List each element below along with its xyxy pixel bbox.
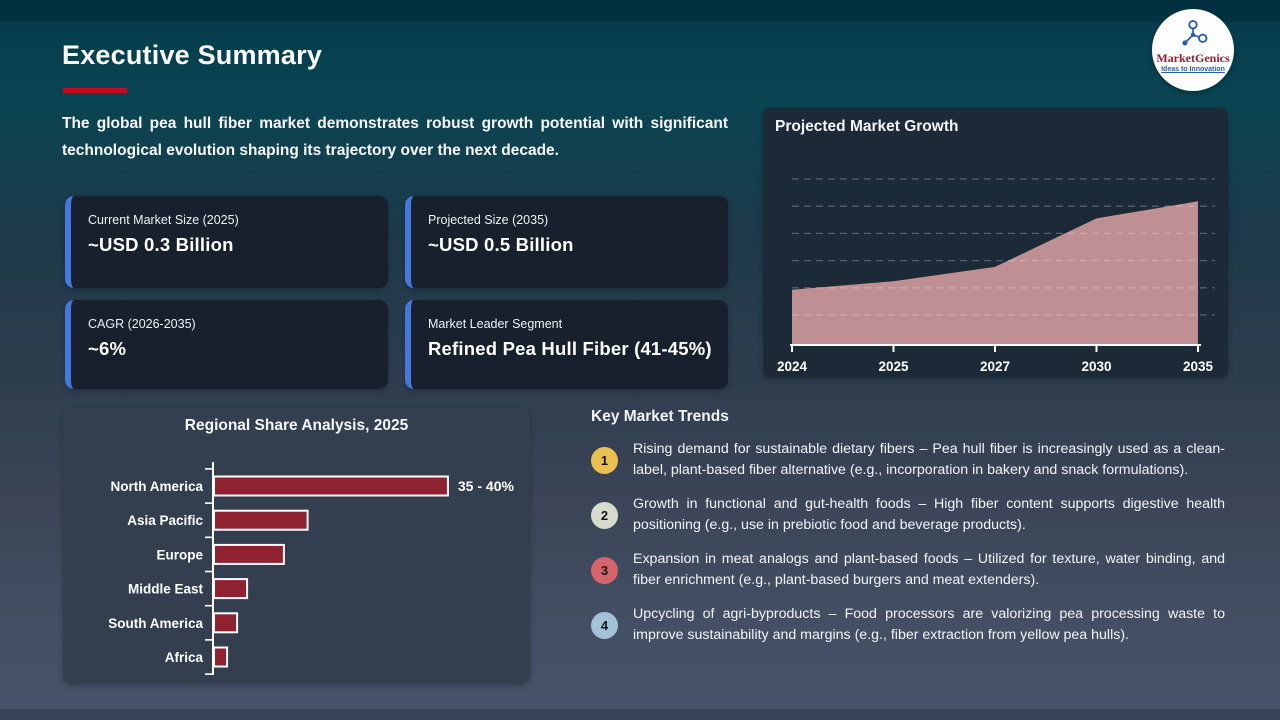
intro-text: The global pea hull fiber market demonst… (62, 115, 728, 159)
stat-cards: Current Market Size (2025) ~USD 0.3 Bill… (65, 196, 728, 389)
page-title: Executive Summary (62, 40, 323, 70)
trend-number-badge: 4 (591, 611, 618, 639)
svg-text:Africa: Africa (165, 650, 204, 665)
bar-chart: North America 35 - 40% Asia Pacific Europe M… (108, 462, 515, 675)
top-strip (0, 0, 1280, 22)
svg-text:2025: 2025 (878, 359, 909, 374)
trend-item: 3 Expansion in meat analogs and plant-bas… (591, 549, 1225, 591)
trend-number-badge: 2 (591, 501, 618, 529)
stat-card-value: ~USD 0.3 Billion (88, 234, 234, 255)
trend-text: Upcycling of agri-byproducts – Food proc… (633, 606, 1225, 643)
stat-card-label: Current Market Size (2025) (88, 213, 239, 227)
title-underline (63, 88, 127, 93)
key-trends: Key Market Trends 1 Rising demand for sus… (591, 408, 1225, 646)
stat-card-label: Market Leader Segment (428, 317, 563, 331)
stat-card-value: ~USD 0.5 Billion (428, 234, 574, 255)
key-trends-heading: Key Market Trends (591, 408, 729, 425)
stat-card-cagr: CAGR (2026-2035) ~6% (65, 300, 388, 389)
regional-chart-panel: Regional Share Analysis, 2025 North Amer… (63, 408, 530, 684)
bottom-strip (0, 709, 1280, 720)
svg-text:2027: 2027 (980, 359, 1010, 374)
regional-chart-title: Regional Share Analysis, 2025 (184, 417, 409, 434)
logo: MarketGenics Ideas to Innovation (1152, 9, 1234, 91)
molecule-network-icon (1182, 19, 1208, 46)
stat-card-leader-segment: Market Leader Segment Refined Pea Hull F… (405, 300, 728, 389)
svg-text:Europe: Europe (156, 547, 203, 562)
svg-text:Asia Pacific: Asia Pacific (127, 513, 203, 528)
trend-number-badge: 3 (591, 556, 618, 584)
svg-text:2024: 2024 (777, 359, 808, 374)
trend-list: 1 Rising demand for sustainable dietary f… (591, 439, 1225, 646)
trend-item: 2 Growth in functional and gut-health foo… (591, 494, 1225, 536)
trend-number-badge: 1 (591, 446, 618, 474)
svg-text:South America: South America (108, 616, 203, 631)
stat-card-value: ~6% (88, 338, 127, 359)
logo-tagline: Ideas to Innovation (1161, 66, 1225, 73)
trend-text: Expansion in meat analogs and plant-base… (633, 551, 1225, 588)
svg-text:2030: 2030 (1081, 359, 1111, 374)
trend-item: 1 Rising demand for sustainable dietary f… (591, 439, 1225, 481)
svg-text:Middle East: Middle East (128, 582, 204, 597)
growth-chart-panel: Projected Market Growth 2024 2025 2027 2030… (763, 108, 1228, 378)
area-chart: 2024 2025 2027 2030 2035 (777, 178, 1215, 374)
trend-text: Growth in functional and gut-health food… (633, 496, 1225, 533)
growth-chart-title: Projected Market Growth (775, 118, 959, 135)
stat-card-label: Projected Size (2035) (428, 213, 549, 227)
stat-card-label: CAGR (2026-2035) (88, 317, 196, 331)
trend-item: 4 Upcycling of agri-byproducts – Food pro… (591, 604, 1225, 646)
svg-text:North America: North America (110, 479, 203, 494)
stat-card-current-size: Current Market Size (2025) ~USD 0.3 Bill… (65, 196, 388, 288)
svg-text:35 - 40%: 35 - 40% (458, 478, 515, 494)
trend-text: Rising demand for sustainable dietary fi… (633, 441, 1225, 478)
logo-brand: MarketGenics (1156, 51, 1230, 65)
svg-text:2035: 2035 (1183, 359, 1214, 374)
stat-card-value: Refined Pea Hull Fiber (41-45%) (428, 338, 712, 359)
stat-card-projected-size: Projected Size (2035) ~USD 0.5 Billion (405, 196, 728, 288)
